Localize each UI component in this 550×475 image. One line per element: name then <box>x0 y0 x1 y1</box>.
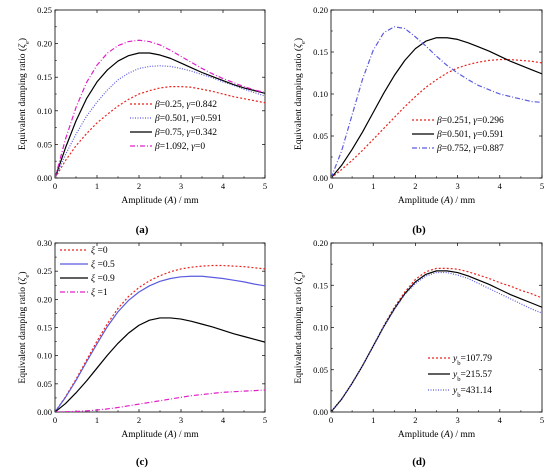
legend-entry: β=0.25, γ=0.842 <box>154 100 217 110</box>
x-tick-label: 4 <box>498 181 503 191</box>
legend-entry: β=0.501, γ=0.591 <box>436 130 504 140</box>
plot-frame <box>54 242 266 413</box>
x-tick-label: 1 <box>95 415 99 425</box>
x-tick-label: 3 <box>179 181 183 191</box>
y-tick-label: 0.05 <box>313 131 328 141</box>
y-axis-label: Equivalent damping ratio (ζe) <box>17 271 31 383</box>
y-axis-label: Equivalent damping ratio (ζe) <box>17 38 31 150</box>
chart-panel-3: 0 1 2 3 4 5 0.00 0.05 0.10 0.15 0.20 0.25 0.30 Amplit… <box>17 238 267 468</box>
y-tick-label: 0.05 <box>313 365 328 375</box>
x-tick-label: 0 <box>329 181 333 191</box>
x-tick-label: 0 <box>329 415 333 425</box>
legend-entry: yb=431.14 <box>452 386 492 399</box>
x-tick-label: 1 <box>95 181 99 191</box>
legend-entry: ξ =0.9 <box>91 273 115 284</box>
series-line-4 <box>55 39 265 178</box>
legend-entry: β=0.75, γ=0.342 <box>154 128 217 138</box>
series-line-3 <box>55 52 265 178</box>
x-tick-label: 2 <box>137 415 141 425</box>
y-tick-label: 0.05 <box>37 379 52 389</box>
x-tick-label: 1 <box>371 415 375 425</box>
y-tick-label: 0.10 <box>313 323 328 333</box>
y-tick-label: 0.15 <box>37 323 52 333</box>
y-tick-label: 0.20 <box>37 294 52 304</box>
x-tick-label: 4 <box>498 415 503 425</box>
x-tick-label: 5 <box>540 181 544 191</box>
y-tick-label: 0.25 <box>37 5 52 15</box>
x-tick-label: 5 <box>540 415 544 425</box>
legend-entry: β=0.752, γ=0.887 <box>436 144 504 154</box>
y-tick-label: 0.20 <box>313 5 328 15</box>
series-line-4 <box>55 389 265 412</box>
x-tick-label: 4 <box>221 415 226 425</box>
y-axis-label: Equivalent damping ratio (ζe) <box>293 38 307 150</box>
y-tick-label: 0.25 <box>37 266 52 276</box>
x-tick-label: 2 <box>137 181 141 191</box>
y-tick-label: 0.05 <box>37 139 52 149</box>
y-tick-label: 0.15 <box>37 72 52 82</box>
x-axis-label: Amplitude (A) / mm <box>398 195 476 206</box>
x-tick-label: 0 <box>53 181 57 191</box>
x-tick-label: 3 <box>455 415 459 425</box>
panel-label: (c) <box>136 456 149 468</box>
chart-panel-2: 0 1 2 3 4 5 0.00 0.05 0.10 0.15 0.20 Amplitude (A) … <box>293 5 544 236</box>
y-tick-label: 0.15 <box>313 280 328 290</box>
y-tick-label: 0.15 <box>313 47 328 57</box>
legend-entry: ξ =1 <box>91 287 108 298</box>
panel-label: (b) <box>412 224 426 236</box>
chart-panel-4: 0 1 2 3 4 5 0.00 0.05 0.10 0.15 0.20 Amplitude (A) … <box>293 238 544 468</box>
x-tick-label: 2 <box>413 181 417 191</box>
x-tick-label: 5 <box>263 415 267 425</box>
y-tick-label: 0.10 <box>37 106 52 116</box>
y-tick-label: 0.20 <box>37 39 52 49</box>
y-tick-label: 0.10 <box>37 351 52 361</box>
chart-panel-1: 0 1 2 3 4 5 0.00 0.05 0.10 0.15 0.20 0.25 Amplitude … <box>17 5 267 236</box>
y-tick-label: 0.30 <box>37 238 52 248</box>
series-line-3 <box>55 317 265 412</box>
legend-entry: yb=215.57 <box>452 370 492 383</box>
y-tick-label: 0.00 <box>313 407 328 417</box>
y-tick-label: 0.00 <box>37 407 52 417</box>
x-axis-label: Amplitude (A) / mm <box>121 429 199 440</box>
legend-entry: yb=107.79 <box>452 354 492 367</box>
series-line-2 <box>331 37 542 178</box>
x-tick-label: 0 <box>53 415 57 425</box>
x-tick-label: 3 <box>455 181 459 191</box>
y-tick-label: 0.00 <box>313 173 328 183</box>
legend-entry: β=0.501, γ=0.591 <box>154 114 222 124</box>
series-line-2 <box>55 65 265 178</box>
x-tick-label: 1 <box>371 181 375 191</box>
series-line-2 <box>331 270 542 412</box>
y-axis-label: Equivalent damping ratio (ζe) <box>293 271 307 383</box>
series-line-1 <box>55 264 265 412</box>
series-line-2 <box>55 275 265 412</box>
panel-label: (d) <box>412 456 426 468</box>
legend-entry: β=0.251, γ=0.296 <box>436 116 504 126</box>
series-line-3 <box>331 26 542 178</box>
y-tick-label: 0.20 <box>313 238 328 248</box>
plot-frame <box>54 9 266 179</box>
series-line-1 <box>331 267 542 412</box>
legend-entry: ξ =0 <box>91 245 108 256</box>
panel-label: (a) <box>136 224 149 236</box>
x-tick-label: 4 <box>221 181 226 191</box>
series-line-1 <box>55 86 265 178</box>
x-tick-label: 5 <box>263 181 267 191</box>
series-line-1 <box>331 58 542 178</box>
y-tick-label: 0.10 <box>313 89 328 99</box>
x-tick-label: 3 <box>179 415 183 425</box>
legend-entry: ξ =0.5 <box>91 259 115 270</box>
series-line-3 <box>331 271 542 412</box>
legend-entry: β=1.092, γ=0 <box>154 142 205 152</box>
y-tick-label: 0.00 <box>37 173 52 183</box>
x-tick-label: 2 <box>413 415 417 425</box>
x-axis-label: Amplitude (A) / mm <box>398 429 476 440</box>
x-axis-label: Amplitude (A) / mm <box>121 195 199 206</box>
